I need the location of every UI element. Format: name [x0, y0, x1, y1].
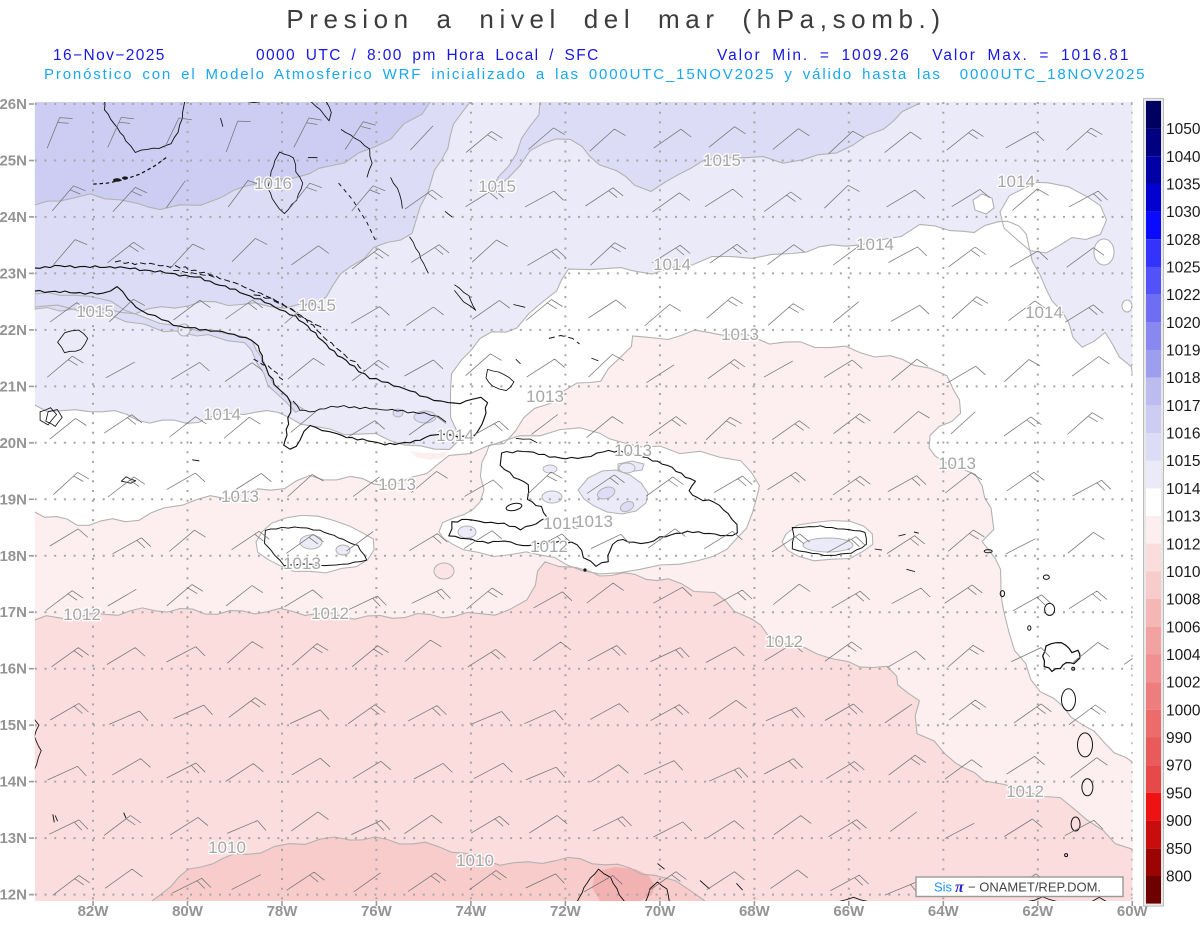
svg-text:1013: 1013 — [1166, 509, 1200, 526]
svg-text:1014: 1014 — [203, 405, 241, 424]
svg-text:60W: 60W — [1117, 903, 1149, 920]
svg-text:1028: 1028 — [1166, 232, 1200, 249]
svg-text:950: 950 — [1166, 785, 1192, 802]
svg-text:23N: 23N — [0, 265, 27, 282]
svg-text:1014: 1014 — [997, 172, 1035, 191]
svg-text:1014: 1014 — [856, 235, 894, 254]
svg-text:26N: 26N — [0, 96, 27, 113]
svg-text:1012: 1012 — [530, 537, 568, 556]
svg-text:1013: 1013 — [575, 512, 613, 531]
svg-text:1020: 1020 — [1166, 315, 1200, 332]
svg-text:850: 850 — [1166, 841, 1192, 858]
svg-text:15N: 15N — [0, 717, 27, 734]
svg-text:1008: 1008 — [1166, 592, 1200, 609]
svg-text:19N: 19N — [0, 491, 27, 508]
svg-text:68W: 68W — [739, 903, 771, 920]
svg-text:74W: 74W — [455, 903, 487, 920]
svg-text:900: 900 — [1166, 813, 1192, 830]
svg-text:80W: 80W — [172, 903, 204, 920]
svg-text:1050: 1050 — [1166, 121, 1200, 138]
svg-text:1017: 1017 — [1166, 398, 1200, 415]
svg-text:70W: 70W — [644, 903, 676, 920]
svg-text:1025: 1025 — [1166, 260, 1200, 277]
svg-text:1016: 1016 — [254, 174, 292, 193]
svg-text:16N: 16N — [0, 661, 27, 678]
svg-text:1018: 1018 — [1166, 370, 1200, 387]
svg-text:78W: 78W — [267, 903, 299, 920]
svg-text:1013: 1013 — [378, 475, 416, 494]
svg-text:1012: 1012 — [1166, 536, 1200, 553]
svg-text:1013: 1013 — [614, 441, 652, 460]
svg-text:82W: 82W — [78, 903, 110, 920]
svg-text:21N: 21N — [0, 378, 27, 395]
svg-text:1014: 1014 — [653, 255, 691, 274]
svg-text:1015: 1015 — [298, 296, 336, 315]
svg-text:64W: 64W — [928, 903, 960, 920]
svg-text:1013: 1013 — [283, 554, 321, 573]
svg-text:22N: 22N — [0, 322, 27, 339]
svg-text:1015: 1015 — [703, 151, 741, 170]
svg-text:1002: 1002 — [1166, 675, 1200, 692]
svg-text:1015: 1015 — [478, 177, 516, 196]
svg-text:800: 800 — [1166, 868, 1192, 885]
svg-text:1030: 1030 — [1166, 204, 1200, 221]
svg-text:13N: 13N — [0, 830, 27, 847]
svg-text:1014: 1014 — [1025, 303, 1063, 322]
svg-text:12N: 12N — [0, 887, 27, 904]
svg-text:14N: 14N — [0, 774, 27, 791]
svg-text:990: 990 — [1166, 730, 1192, 747]
svg-text:Sis: Sis — [934, 880, 953, 895]
svg-text:1000: 1000 — [1166, 702, 1200, 719]
svg-text:1013: 1013 — [526, 387, 564, 406]
svg-text:1010: 1010 — [1166, 564, 1200, 581]
svg-text:1019: 1019 — [1166, 343, 1200, 360]
svg-text:π: π — [955, 879, 965, 896]
svg-text:1006: 1006 — [1166, 619, 1200, 636]
svg-text:1012: 1012 — [1006, 782, 1044, 801]
svg-text:76W: 76W — [361, 903, 393, 920]
svg-text:1010: 1010 — [208, 838, 246, 857]
svg-text:1010: 1010 — [456, 851, 494, 870]
svg-text:1015: 1015 — [76, 302, 114, 321]
svg-text:1014: 1014 — [1166, 481, 1200, 498]
svg-text:1013: 1013 — [221, 487, 259, 506]
svg-text:1013: 1013 — [938, 454, 976, 473]
svg-text:1014: 1014 — [436, 426, 474, 445]
svg-text:1035: 1035 — [1166, 176, 1200, 193]
svg-text:62W: 62W — [1022, 903, 1054, 920]
svg-text:− ONAMET/REP.DOM.: − ONAMET/REP.DOM. — [968, 880, 1101, 895]
svg-text:1015: 1015 — [1166, 453, 1200, 470]
svg-text:72W: 72W — [550, 903, 582, 920]
svg-text:25N: 25N — [0, 153, 27, 170]
svg-text:1012: 1012 — [765, 632, 803, 651]
svg-text:1015: 1015 — [543, 514, 581, 533]
svg-text:24N: 24N — [0, 209, 27, 226]
svg-text:1013: 1013 — [721, 325, 759, 344]
svg-text:20N: 20N — [0, 435, 27, 452]
svg-text:66W: 66W — [833, 903, 865, 920]
svg-text:970: 970 — [1166, 758, 1192, 775]
svg-text:17N: 17N — [0, 604, 27, 621]
svg-text:1004: 1004 — [1166, 647, 1200, 664]
svg-text:1016: 1016 — [1166, 426, 1200, 443]
svg-text:1012: 1012 — [63, 605, 101, 624]
svg-text:18N: 18N — [0, 548, 27, 565]
svg-text:1012: 1012 — [311, 604, 349, 623]
svg-text:1022: 1022 — [1166, 287, 1200, 304]
svg-text:1040: 1040 — [1166, 149, 1200, 166]
